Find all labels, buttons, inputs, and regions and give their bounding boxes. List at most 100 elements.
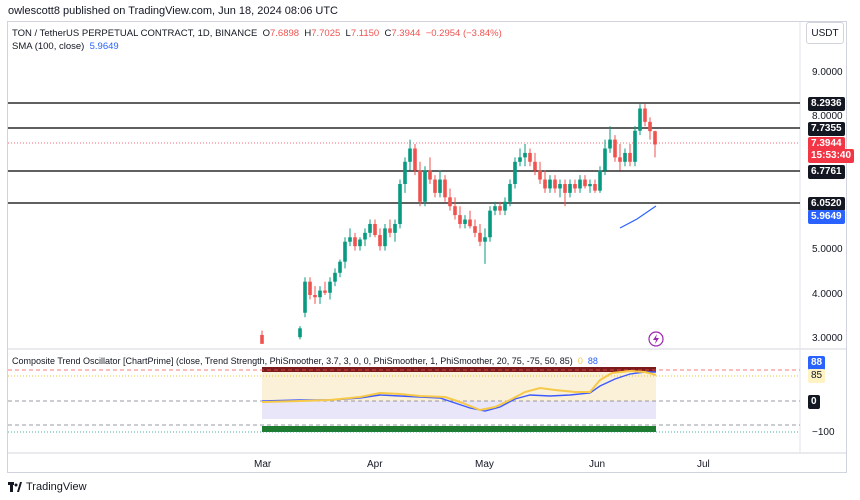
- candle-body[interactable]: [493, 206, 497, 211]
- candle-body[interactable]: [438, 179, 442, 193]
- level-tag-8-2936[interactable]: 8.2936: [808, 97, 845, 111]
- candle-body[interactable]: [643, 108, 647, 122]
- candle-body[interactable]: [553, 179, 557, 189]
- candle-body[interactable]: [528, 152, 532, 162]
- candle-body[interactable]: [543, 179, 547, 189]
- candle-body[interactable]: [388, 228, 392, 233]
- candle-body[interactable]: [608, 139, 612, 149]
- candle-body[interactable]: [383, 228, 387, 247]
- time-axis-label: Jun: [589, 459, 606, 470]
- candle-body[interactable]: [260, 334, 264, 344]
- candle-body[interactable]: [333, 272, 337, 282]
- candle-body[interactable]: [453, 206, 457, 216]
- candle-body[interactable]: [618, 157, 622, 162]
- candle-body[interactable]: [323, 290, 327, 293]
- candle-body[interactable]: [518, 157, 522, 162]
- candle-body[interactable]: [468, 219, 472, 227]
- candle-body[interactable]: [558, 184, 562, 189]
- candles-group[interactable]: [260, 104, 657, 344]
- candle-body[interactable]: [343, 241, 347, 262]
- candle-body[interactable]: [443, 179, 447, 198]
- countdown-tag: 15:53:40: [808, 149, 855, 163]
- candle-body[interactable]: [458, 215, 462, 224]
- candle-body[interactable]: [488, 210, 492, 238]
- candle-body[interactable]: [303, 281, 307, 313]
- candle-body[interactable]: [573, 184, 577, 189]
- candle-body[interactable]: [503, 201, 507, 211]
- candle-body[interactable]: [378, 235, 382, 247]
- candle-body[interactable]: [353, 237, 357, 247]
- candle-body[interactable]: [318, 290, 322, 298]
- candle-body[interactable]: [583, 179, 587, 187]
- candle-body[interactable]: [603, 148, 607, 171]
- candle-body[interactable]: [418, 170, 422, 202]
- candle-body[interactable]: [628, 152, 632, 162]
- candle-body[interactable]: [598, 170, 602, 191]
- candle-body[interactable]: [413, 148, 417, 171]
- sma-legend[interactable]: SMA (100, close) 5.9649: [12, 41, 119, 52]
- candle-body[interactable]: [408, 148, 412, 162]
- osc-tag-0: 0: [808, 395, 820, 409]
- candle-body[interactable]: [648, 121, 652, 132]
- candle-body[interactable]: [508, 184, 512, 202]
- candle-body[interactable]: [398, 184, 402, 224]
- candle-body[interactable]: [653, 131, 657, 145]
- candle-body[interactable]: [593, 184, 597, 191]
- candle-body[interactable]: [513, 161, 517, 184]
- candle-body[interactable]: [433, 179, 437, 193]
- osc-signal-line: [261, 371, 656, 412]
- candle-body[interactable]: [483, 237, 487, 242]
- candle-body[interactable]: [328, 281, 332, 293]
- candle-body[interactable]: [538, 170, 542, 180]
- candle-body[interactable]: [498, 206, 502, 211]
- level-tag-6-7761[interactable]: 6.7761: [808, 165, 845, 179]
- currency-button[interactable]: USDT: [806, 22, 844, 44]
- candle-body[interactable]: [363, 232, 367, 240]
- sma-line[interactable]: [619, 205, 657, 229]
- candle-body[interactable]: [588, 184, 592, 187]
- candle-body[interactable]: [473, 226, 477, 233]
- level-tag-6-0520[interactable]: 6.0520: [808, 197, 845, 211]
- candle-body[interactable]: [563, 184, 567, 193]
- candle-body[interactable]: [313, 295, 317, 298]
- candle-body[interactable]: [338, 261, 342, 273]
- close-label: C: [384, 28, 392, 39]
- candle-body[interactable]: [423, 170, 427, 202]
- lightning-icon[interactable]: [648, 331, 664, 347]
- price-axis-label: 3.0000: [812, 333, 843, 344]
- price-axis-label: 5.0000: [812, 244, 843, 255]
- candle-body[interactable]: [578, 179, 582, 189]
- candle-body[interactable]: [568, 184, 572, 193]
- osc-top-band: [262, 367, 656, 372]
- candle-body[interactable]: [373, 223, 377, 236]
- candle-body[interactable]: [448, 197, 452, 207]
- candle-body[interactable]: [368, 223, 372, 233]
- symbol-legend: TON / TetherUS PERPETUAL CONTRACT, 1D, B…: [12, 28, 502, 39]
- chart-frame: [7, 21, 847, 473]
- candle-body[interactable]: [463, 219, 467, 224]
- candle-body[interactable]: [428, 170, 432, 180]
- candle-body[interactable]: [393, 223, 397, 233]
- candle-body[interactable]: [348, 237, 352, 242]
- candle-body[interactable]: [478, 232, 482, 242]
- symbol-title[interactable]: TON / TetherUS PERPETUAL CONTRACT, 1D, B…: [12, 28, 258, 39]
- level-tag-7-7355[interactable]: 7.7355: [808, 122, 845, 136]
- candle-body[interactable]: [633, 130, 637, 162]
- price-axis-label: 9.0000: [812, 67, 843, 78]
- candle-body[interactable]: [298, 328, 302, 338]
- price-axis-label: 4.0000: [812, 289, 843, 300]
- tradingview-brand[interactable]: TradingView: [8, 481, 87, 493]
- candle-body[interactable]: [403, 161, 407, 184]
- candle-body[interactable]: [548, 179, 552, 189]
- candle-body[interactable]: [523, 152, 527, 158]
- candle-body[interactable]: [638, 108, 642, 131]
- close-value: 7.3944: [391, 28, 421, 39]
- candle-body[interactable]: [613, 139, 617, 158]
- candle-body[interactable]: [358, 239, 362, 247]
- oscillator-legend[interactable]: Composite Trend Oscillator [ChartPrime] …: [12, 356, 598, 366]
- candle-body[interactable]: [623, 152, 627, 162]
- oscillator-title: Composite Trend Oscillator [ChartPrime] …: [12, 356, 573, 366]
- candle-body[interactable]: [533, 161, 537, 171]
- candle-body[interactable]: [308, 281, 312, 295]
